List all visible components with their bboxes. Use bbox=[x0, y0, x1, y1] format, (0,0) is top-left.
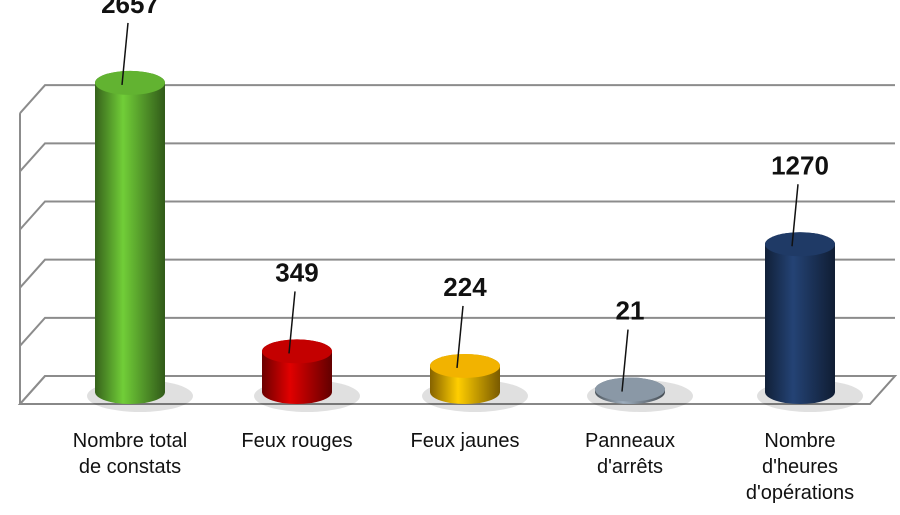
bar-top bbox=[430, 353, 500, 378]
value-label: 2657 bbox=[101, 0, 159, 19]
x-tick-label: Panneaux d'arrêts bbox=[584, 430, 676, 478]
value-label: 224 bbox=[443, 272, 487, 302]
x-tick-label: Feux rouges bbox=[241, 430, 353, 452]
value-label: 349 bbox=[275, 257, 318, 287]
grid-line bbox=[19, 258, 895, 289]
leader-line bbox=[791, 184, 799, 247]
grid-line bbox=[19, 84, 895, 114]
bar-top bbox=[95, 70, 165, 95]
value-label: 21 bbox=[616, 296, 645, 326]
grid-line bbox=[19, 316, 895, 347]
x-tick-label: Nombre total de constats bbox=[72, 430, 188, 478]
bar-top bbox=[765, 232, 835, 257]
value-label: 1270 bbox=[771, 150, 829, 180]
leader-line bbox=[456, 305, 464, 369]
leader-line bbox=[621, 329, 629, 392]
bar-top bbox=[595, 377, 665, 402]
x-tick-label: Feux jaunes bbox=[410, 430, 520, 452]
leader-line bbox=[121, 22, 129, 85]
grid-line bbox=[19, 142, 895, 172]
bar-top bbox=[262, 339, 332, 364]
bar bbox=[765, 232, 835, 404]
grid-line bbox=[19, 200, 895, 231]
leader-line bbox=[288, 291, 296, 354]
bar bbox=[95, 70, 165, 404]
grid-line bbox=[19, 375, 895, 405]
x-tick-label: Nombre d'heures d'opérations bbox=[745, 430, 855, 504]
